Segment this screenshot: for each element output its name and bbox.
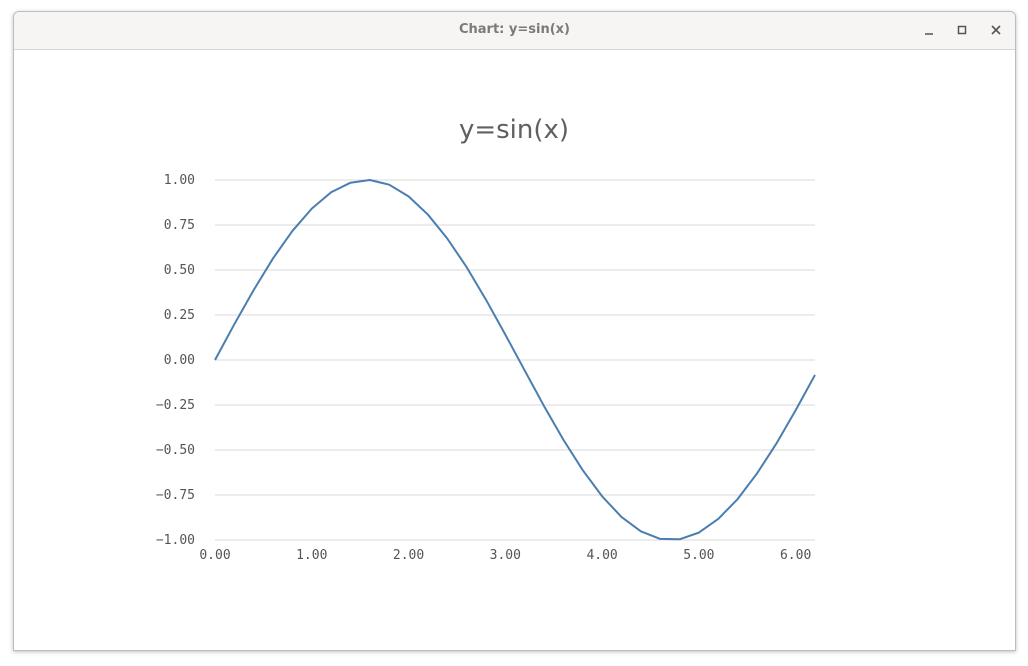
y-tick-label: −0.50 (156, 443, 195, 458)
y-tick-label: 0.75 (164, 218, 195, 233)
x-tick-label: 6.00 (780, 548, 811, 563)
y-tick-label: −1.00 (156, 533, 195, 548)
maximize-button[interactable] (952, 20, 972, 40)
x-tick-label: 4.00 (586, 548, 617, 563)
y-tick-label: 1.00 (164, 173, 195, 188)
chart-window: Chart: y=sin(x) y=sin(x) 1.00 0.75 0.50 0.2… (13, 11, 1016, 651)
x-tick-label: 1.00 (296, 548, 327, 563)
chart-area: y=sin(x) 1.00 0.75 0.50 0.25 0.00 −0.25 −0.50 −… (14, 50, 1015, 650)
series-group (214, 179, 816, 541)
minimize-button[interactable] (919, 20, 939, 40)
y-tick-label: 0.50 (164, 263, 195, 278)
y-tick-label: −0.25 (156, 398, 195, 413)
y-tick-label: −0.75 (156, 488, 195, 503)
line-chart: y=sin(x) 1.00 0.75 0.50 0.25 0.00 −0.25 −0.50 −… (156, 115, 816, 563)
grid-lines (215, 179, 815, 541)
y-tick-label: 0.00 (164, 353, 195, 368)
chart-title: y=sin(x) (459, 115, 569, 145)
x-axis-ticks: 0.00 1.00 2.00 3.00 4.00 5.00 6.00 (199, 548, 811, 563)
y-axis-ticks: 1.00 0.75 0.50 0.25 0.00 −0.25 −0.50 −0.75 −1.00 (156, 173, 195, 548)
sine-series-line (214, 179, 816, 541)
x-tick-label: 0.00 (199, 548, 230, 563)
x-tick-label: 2.00 (393, 548, 424, 563)
window-title: Chart: y=sin(x) (458, 22, 570, 37)
close-button[interactable] (986, 20, 1006, 40)
close-icon (991, 25, 1001, 35)
x-tick-label: 3.00 (490, 548, 521, 563)
y-tick-label: 0.25 (164, 308, 195, 323)
x-tick-label: 5.00 (683, 548, 714, 563)
title-bar[interactable]: Chart: y=sin(x) (14, 12, 1015, 50)
maximize-icon (957, 25, 967, 35)
minimize-icon (925, 33, 933, 35)
